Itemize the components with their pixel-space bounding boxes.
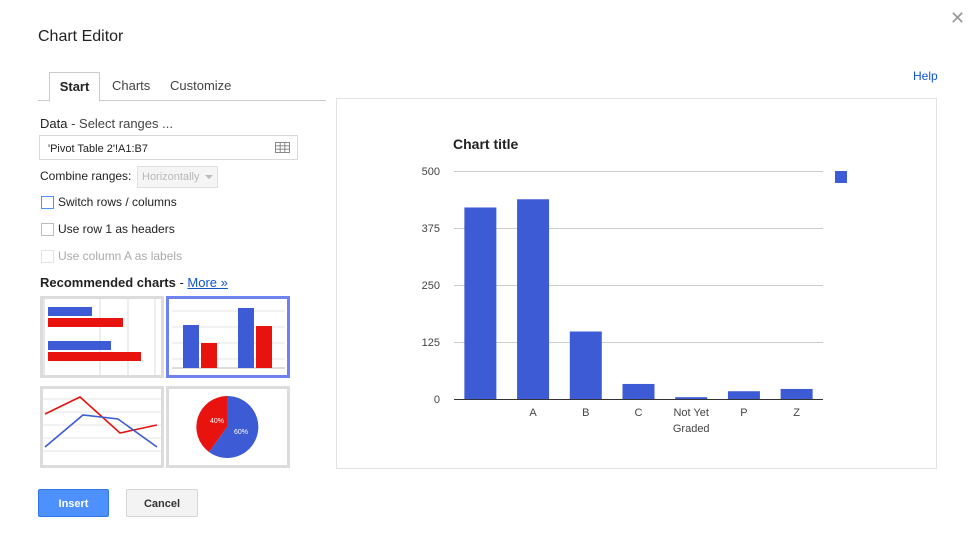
tab-charts[interactable]: Charts xyxy=(112,78,151,93)
data-range-input[interactable]: 'Pivot Table 2'!A1:B7 xyxy=(39,135,298,160)
bar xyxy=(464,207,497,399)
chart-preview: Chart title 0 125 250 375 500 A B C Not Yet Grad… xyxy=(336,98,937,469)
thumb-horizontal-bar[interactable] xyxy=(40,296,164,378)
checkbox-label: Use column A as labels xyxy=(58,249,183,263)
tab-start[interactable]: Start xyxy=(49,72,100,102)
thumb-pie[interactable]: 40% 60% xyxy=(166,386,290,468)
data-label: Data xyxy=(40,116,68,131)
checkbox-label: Use row 1 as headers xyxy=(58,222,175,236)
tab-customize[interactable]: Customize xyxy=(170,78,232,93)
column-chart: Chart title 0 125 250 375 500 A B C Not Yet Grad… xyxy=(422,136,847,435)
bar xyxy=(780,388,813,399)
bar xyxy=(517,199,550,399)
use-column-labels-checkbox xyxy=(41,250,54,263)
y-tick-label: 0 xyxy=(434,394,440,406)
line-thumb-graphic xyxy=(43,396,161,452)
cancel-button[interactable]: Cancel xyxy=(126,489,198,517)
use-row-headers-checkbox[interactable] xyxy=(41,223,54,236)
legend-swatch xyxy=(835,171,847,183)
recommended-separator: - xyxy=(175,275,188,290)
switch-rows-columns-checkbox[interactable] xyxy=(41,196,54,209)
close-icon[interactable]: ✕ xyxy=(950,8,966,28)
combine-ranges-value: Horizontally xyxy=(142,171,200,183)
bar xyxy=(675,397,708,399)
y-tick-label: 375 xyxy=(422,223,440,235)
more-charts-link[interactable]: More » xyxy=(187,275,228,290)
horizontal-bar-thumb-graphic xyxy=(43,299,156,375)
data-label-row: Data - Select ranges ... xyxy=(40,116,173,131)
checkbox-label: Switch rows / columns xyxy=(58,195,177,209)
grid-icon[interactable] xyxy=(275,142,290,153)
recommended-charts-heading: Recommended charts - More » xyxy=(40,275,228,290)
select-ranges-link[interactable]: - Select ranges ... xyxy=(67,116,173,131)
chart-bars xyxy=(464,199,813,399)
pie-label-red: 40% xyxy=(210,418,224,425)
thumb-line[interactable] xyxy=(40,386,164,468)
thumb-column[interactable] xyxy=(166,296,290,378)
chevron-down-icon xyxy=(205,175,213,179)
x-tick-label: Not Yet xyxy=(673,407,708,419)
x-tick-label: B xyxy=(582,407,589,419)
tab-bar: Start Charts Customize xyxy=(38,72,326,102)
y-tick-label: 500 xyxy=(422,166,440,178)
insert-button[interactable]: Insert xyxy=(38,489,109,517)
combine-ranges-select[interactable]: Horizontally xyxy=(137,166,218,188)
help-link[interactable]: Help xyxy=(913,69,938,83)
dialog-title: Chart Editor xyxy=(38,28,124,45)
x-tick-label: C xyxy=(635,407,643,419)
data-range-value: 'Pivot Table 2'!A1:B7 xyxy=(48,143,149,155)
bar xyxy=(727,391,760,399)
recommended-title: Recommended charts xyxy=(40,275,176,290)
chart-gridlines xyxy=(454,171,823,400)
bar xyxy=(569,331,602,399)
chart-title: Chart title xyxy=(453,136,519,152)
x-tick-label: P xyxy=(740,407,747,419)
y-tick-label: 250 xyxy=(422,280,440,292)
combine-ranges-label: Combine ranges: xyxy=(40,169,132,183)
pie-label-blue: 60% xyxy=(234,429,248,436)
chart-x-tick-labels: A B C Not Yet Graded P Z xyxy=(529,407,800,435)
x-tick-label: Graded xyxy=(673,423,710,435)
x-tick-label: A xyxy=(529,407,537,419)
column-thumb-graphic xyxy=(172,308,285,369)
x-tick-label: Z xyxy=(793,407,800,419)
bar xyxy=(622,383,655,399)
pie-thumb-graphic: 40% 60% xyxy=(196,395,259,458)
y-tick-label: 125 xyxy=(422,337,440,349)
chart-y-tick-labels: 0 125 250 375 500 xyxy=(422,166,440,406)
